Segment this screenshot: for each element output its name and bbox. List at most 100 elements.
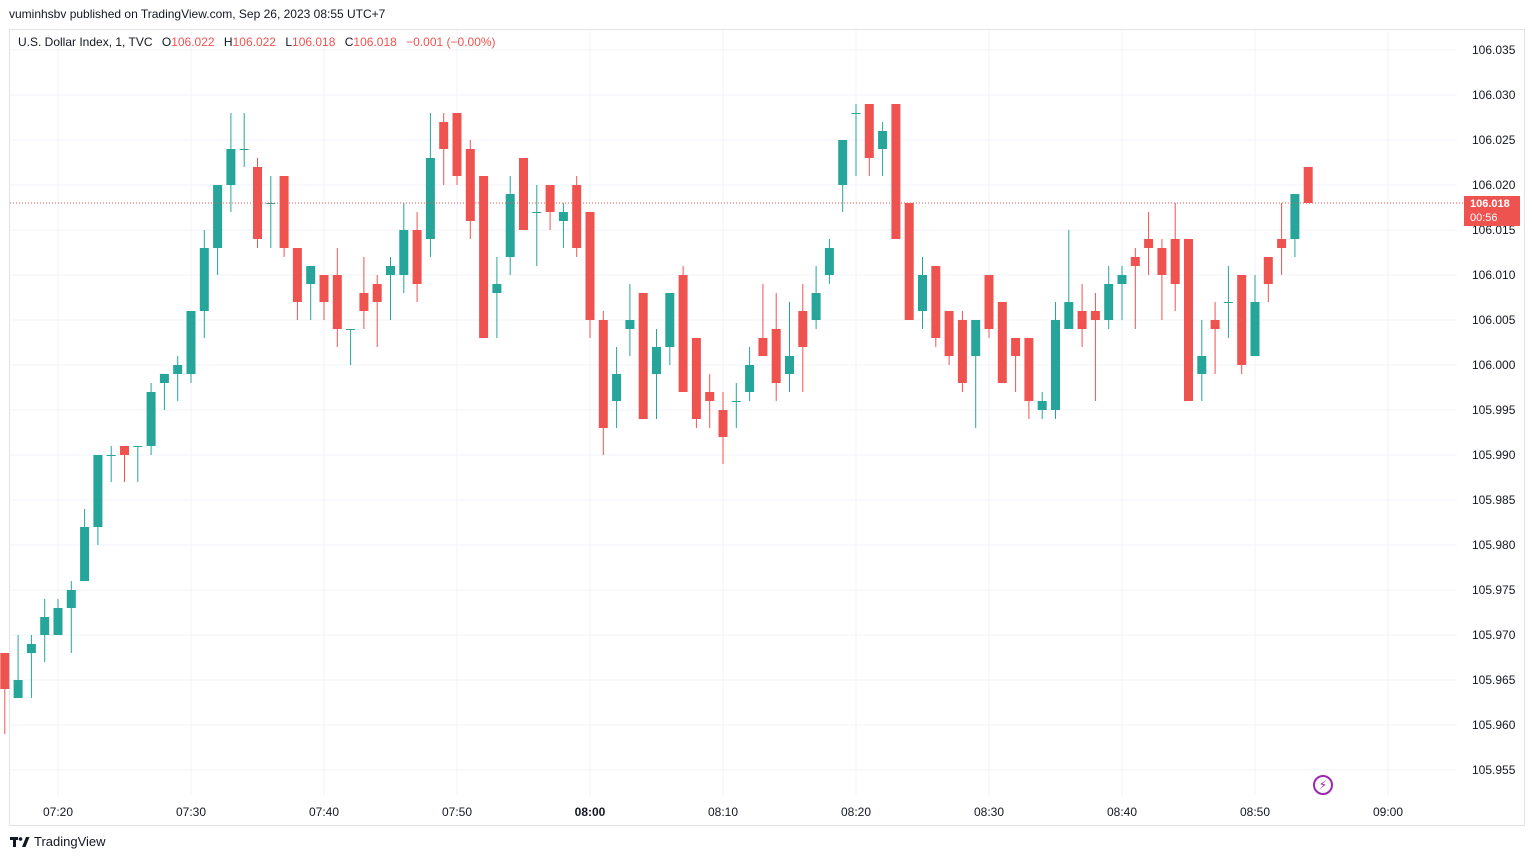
candle-body (811, 293, 821, 320)
candle (864, 104, 874, 176)
candle-body (439, 122, 449, 149)
candle (66, 581, 76, 653)
candle (332, 248, 342, 347)
price-tick-label: 105.985 (1472, 493, 1516, 507)
candle (346, 329, 356, 365)
candle (1011, 338, 1021, 392)
candle (1117, 266, 1127, 320)
candle (918, 257, 927, 329)
candle-body (1197, 356, 1207, 374)
candle-body (93, 455, 103, 527)
candle-body (120, 446, 129, 455)
candle-body (1064, 302, 1074, 329)
candle-body (226, 149, 236, 185)
candle (532, 185, 542, 266)
candle-body (585, 212, 595, 320)
candle-body (1250, 302, 1260, 356)
candle-body (159, 374, 169, 383)
candle (957, 311, 967, 392)
candle-body (944, 311, 954, 356)
candle (798, 284, 808, 392)
candle-body (346, 329, 356, 330)
candle (372, 275, 382, 347)
candle-body (13, 680, 23, 698)
candle-body (332, 275, 342, 329)
time-tick-label: 07:50 (442, 805, 472, 819)
time-tick-label: 08:00 (575, 805, 606, 819)
chart-legend: U.S. Dollar Index, 1, TVC O106.022 H106.… (18, 35, 502, 49)
candle (997, 302, 1007, 383)
candle-body (891, 104, 901, 239)
candle (1130, 248, 1140, 329)
candle-body (878, 131, 888, 149)
high-value: 106.022 (232, 35, 276, 49)
candle (306, 266, 316, 320)
candle-body (1277, 239, 1287, 248)
candle-body (984, 275, 994, 329)
candle-body (1170, 239, 1180, 284)
candle-body (1051, 320, 1060, 410)
price-tick-label: 105.960 (1472, 718, 1516, 732)
price-tick-label: 105.980 (1472, 538, 1516, 552)
candle (93, 455, 103, 545)
price-tick-label: 106.005 (1472, 313, 1516, 327)
close-value: 106.018 (353, 35, 397, 49)
candle (159, 374, 169, 410)
candle (904, 203, 914, 320)
candle-body (785, 356, 794, 374)
candle-body (386, 266, 395, 275)
candle-body (997, 302, 1007, 383)
candle-body (266, 203, 276, 204)
candle (891, 104, 901, 239)
candle (665, 293, 675, 365)
candle (146, 383, 156, 455)
candle (1210, 302, 1220, 374)
candle (625, 284, 635, 356)
candle (1144, 212, 1154, 275)
price-tick-label: 105.970 (1472, 628, 1516, 642)
lightning-icon[interactable]: ⚡ (1313, 775, 1333, 795)
low-value: 106.018 (292, 35, 336, 49)
candle (1303, 167, 1313, 203)
brand-footer[interactable]: TradingView (10, 834, 106, 849)
price-tick-label: 106.015 (1472, 223, 1516, 237)
candle-body (425, 158, 435, 239)
candle (598, 311, 608, 455)
candle (718, 392, 728, 464)
last-price-value: 106.018 (1470, 198, 1510, 210)
candle-body (80, 527, 90, 581)
candle-body (412, 230, 422, 284)
candle (1024, 338, 1034, 419)
candle-body (186, 311, 196, 374)
candle (984, 275, 994, 338)
candle-series (0, 104, 1313, 734)
candle-body (745, 365, 755, 392)
price-axis: 106.035 106.030 106.025 106.020 106.015 106.0… (1472, 43, 1516, 777)
candle (1223, 266, 1233, 338)
candle-body (638, 293, 648, 419)
publish-info: vuminhsbv published on TradingView.com, … (9, 7, 386, 21)
candle (731, 383, 741, 428)
candle-body (359, 293, 369, 311)
candle-body (26, 644, 36, 653)
candle-body (798, 311, 808, 347)
candle (26, 635, 36, 698)
last-price-tag: 106.018 00:56 (1464, 196, 1520, 226)
candle-body (598, 320, 608, 428)
close-label: C (344, 35, 354, 49)
time-tick-label: 07:30 (176, 805, 206, 819)
candle (186, 311, 196, 383)
chart-frame (9, 29, 1525, 826)
candle (572, 176, 582, 257)
candle-body (957, 320, 967, 383)
time-tick-label: 08:20 (841, 805, 871, 819)
candle (106, 446, 116, 482)
candle (1064, 230, 1074, 329)
candle (1170, 203, 1180, 311)
price-tick-label: 106.025 (1472, 133, 1516, 147)
candle-body (279, 176, 289, 248)
candle-body (239, 149, 249, 150)
candle (745, 347, 755, 401)
candle-body (625, 320, 635, 329)
